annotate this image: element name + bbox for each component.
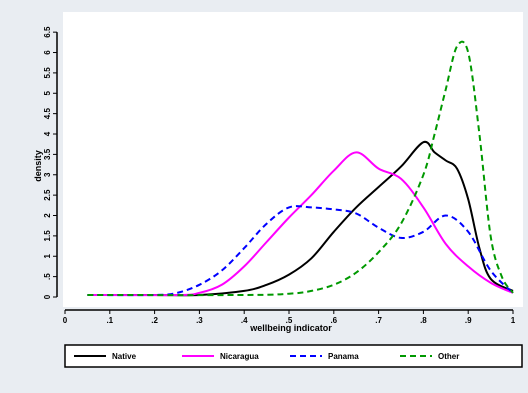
y-tick-label: 5.5 — [43, 67, 52, 79]
x-tick-label: .9 — [465, 316, 472, 325]
legend-label-nicaragua: Nicaragua — [220, 352, 259, 361]
legend-label-other: Other — [438, 352, 459, 361]
y-tick-label: 4 — [43, 131, 52, 136]
x-tick-label: 1 — [511, 316, 516, 325]
legend-items: Native Nicaragua Panama Other — [74, 352, 459, 361]
y-tick-label: .5 — [43, 273, 52, 280]
y-tick-label: 6.5 — [43, 26, 52, 38]
series-line-panama — [87, 205, 514, 297]
plot-area — [63, 12, 523, 307]
x-tick-label: .7 — [375, 316, 382, 325]
x-axis-title: wellbeing indicator — [249, 323, 332, 333]
x-tick-label: .4 — [241, 316, 248, 325]
y-axis-title: density — [33, 150, 43, 182]
x-tick-label: .2 — [151, 316, 158, 325]
y-tick-label: 6 — [43, 50, 52, 55]
y-tick-label: 3.5 — [43, 148, 52, 160]
x-tick-label: .3 — [196, 316, 203, 325]
series-lines — [87, 40, 514, 297]
y-tick-label: 2 — [43, 213, 52, 218]
y-tick-label: 3 — [43, 172, 52, 177]
y-tick-label: 5 — [43, 90, 52, 95]
y-tick-label: 1.5 — [43, 230, 52, 242]
x-tick-label: 0 — [63, 316, 68, 325]
axes: 0 .5 1 1.5 2 2.5 3 3.5 4 4.5 5 5.5 6 6.5 0 .1 .2 .3 .4 .5 .6… — [43, 26, 516, 325]
x-tick-label: .1 — [106, 316, 113, 325]
x-tick-label: .6 — [330, 316, 337, 325]
series-line-nicaragua — [87, 151, 514, 297]
series-line-other — [87, 40, 514, 297]
y-tick-label: 2.5 — [43, 189, 52, 201]
x-tick-label: .8 — [420, 316, 427, 325]
legend-label-panama: Panama — [328, 352, 359, 361]
y-tick-label: 4.5 — [43, 108, 52, 120]
legend: Native Nicaragua Panama Other — [64, 344, 523, 368]
series-line-native — [87, 140, 514, 297]
legend-label-native: Native — [112, 352, 137, 361]
y-tick-label: 0 — [43, 294, 52, 299]
x-tick-label: .5 — [286, 316, 293, 325]
y-tick-label: 1 — [43, 253, 52, 258]
